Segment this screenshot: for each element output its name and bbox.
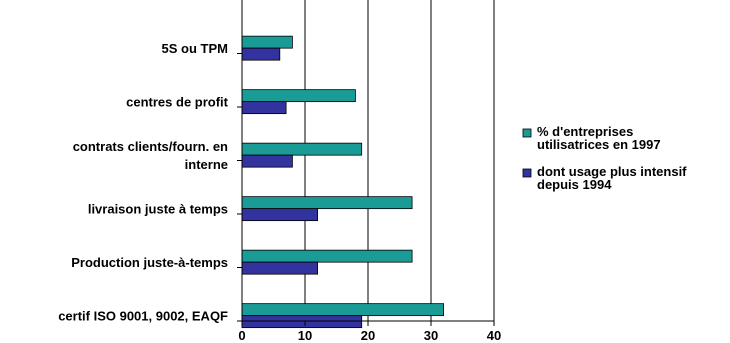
x-tick-labels: 0 10 20 30 40: [238, 328, 501, 343]
x-tick-label: 20: [361, 328, 375, 343]
category-label: contrats clients/fourn. en: [73, 139, 228, 154]
bar-pct-1997: [241, 303, 445, 317]
bar-pct-1997: [241, 142, 363, 156]
bar-pct-1997: [241, 249, 413, 263]
x-tick-label: 0: [238, 328, 245, 343]
bar-pct-1997: [241, 196, 413, 210]
legend-swatch: [522, 168, 532, 178]
bar-intensive-since-1994: [241, 261, 318, 275]
bar-intensive-since-1994: [241, 315, 363, 329]
category-labels: 5S ou TPM centres de profit contrats clien…: [58, 41, 229, 324]
category-label: 5S ou TPM: [162, 41, 228, 56]
bar-pct-1997: [241, 89, 356, 103]
x-tick-label: 10: [298, 328, 312, 343]
legend-swatch: [522, 128, 532, 138]
category-label: interne: [185, 157, 228, 172]
x-tick-label: 40: [487, 328, 501, 343]
bar-intensive-since-1994: [241, 101, 287, 115]
bars: [241, 35, 445, 329]
category-label: livraison juste à temps: [88, 202, 228, 217]
legend-label: depuis 1994: [537, 177, 612, 192]
x-tick-label: 30: [424, 328, 438, 343]
bar-intensive-since-1994: [241, 208, 318, 222]
legend-label: % d'entreprises: [537, 124, 633, 139]
bar-pct-1997: [241, 35, 293, 49]
category-label: Production juste-à-temps: [71, 255, 228, 270]
legend-label: dont usage plus intensif: [537, 164, 687, 179]
bar-intensive-since-1994: [241, 154, 293, 168]
category-label: centres de profit: [126, 95, 229, 110]
gridlines: [304, 0, 495, 321]
axes: [237, 0, 495, 326]
bar-intensive-since-1994: [241, 47, 281, 61]
legend-label: utilisatrices en 1997: [537, 137, 661, 152]
category-label: certif ISO 9001, 9002, EAQF: [58, 309, 228, 324]
